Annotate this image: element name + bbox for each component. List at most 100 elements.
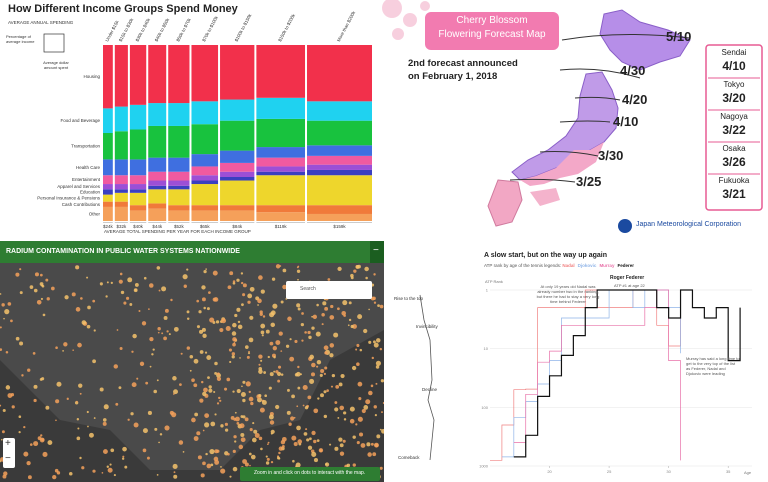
map-dot <box>55 346 58 350</box>
map-dot <box>358 397 362 401</box>
collapse-button[interactable]: − <box>373 245 379 256</box>
map-dot <box>146 456 150 460</box>
map-dot <box>269 341 274 346</box>
map-dot <box>311 362 316 368</box>
segment <box>256 118 306 148</box>
map-dot <box>124 465 128 469</box>
map-dot <box>357 314 363 320</box>
map-dot <box>86 276 89 279</box>
map-dot <box>79 392 82 395</box>
map-dot <box>64 295 69 300</box>
column-header: $70k to $100k <box>201 14 219 42</box>
map-dot <box>352 324 357 329</box>
map-dot <box>151 353 154 356</box>
map-dot <box>193 383 198 388</box>
map-dot <box>33 441 39 447</box>
map-dot <box>242 459 248 464</box>
segment <box>168 125 190 158</box>
map-dot <box>280 300 284 304</box>
map-dot <box>348 301 352 305</box>
map-dot <box>231 352 236 356</box>
map-dot <box>213 297 219 302</box>
map-dot <box>2 408 6 413</box>
map-dot <box>239 423 245 429</box>
map-dot <box>289 356 295 362</box>
map-dot <box>216 402 220 405</box>
map-dot <box>271 277 276 281</box>
x-tick-label: $44k <box>152 224 163 229</box>
map-dot <box>307 330 311 335</box>
zoom-control[interactable] <box>3 438 15 468</box>
segment-label: Other <box>89 211 101 216</box>
map-dot <box>356 343 360 348</box>
column-header: $15k to $30k <box>118 17 135 43</box>
map-dot <box>370 442 374 446</box>
map-dot <box>208 385 212 389</box>
map-dot <box>216 372 220 376</box>
segment <box>103 175 113 185</box>
map-dot <box>281 444 285 448</box>
map-dot <box>0 348 3 351</box>
map-dot <box>193 358 199 364</box>
map-dot <box>278 331 283 336</box>
map-dot <box>157 327 161 331</box>
map-dot <box>210 421 216 427</box>
map-dot <box>330 385 334 388</box>
map-dot <box>337 307 340 311</box>
segment <box>103 194 113 202</box>
x-tick-label: $32k <box>116 224 127 229</box>
map-dot <box>252 422 255 425</box>
search-box[interactable] <box>286 281 372 299</box>
map-dot <box>379 428 382 431</box>
segment <box>256 175 306 206</box>
segment <box>103 45 113 109</box>
map-dot <box>293 416 296 419</box>
segment <box>191 101 219 125</box>
segment <box>103 133 113 160</box>
map-dot <box>329 353 334 358</box>
segment <box>256 157 306 167</box>
map-dot <box>209 448 215 455</box>
city-name: Osaka <box>722 144 746 153</box>
map-dot <box>41 284 44 287</box>
map-dot <box>244 417 249 422</box>
map-dot <box>199 329 204 334</box>
map-dot <box>316 303 319 307</box>
map-dot <box>372 452 377 457</box>
map-dot <box>110 281 113 285</box>
map-dot <box>349 418 355 424</box>
map-dot <box>36 299 42 305</box>
map-dot <box>163 336 167 341</box>
segment <box>114 201 128 207</box>
map-dot <box>202 391 207 397</box>
map-dot <box>260 359 263 362</box>
map-dot <box>234 411 237 414</box>
map-dot <box>86 324 91 329</box>
zoom-in[interactable]: + <box>5 438 11 449</box>
zoom-out[interactable]: − <box>5 453 11 464</box>
map-dot <box>373 301 377 304</box>
map-dot <box>269 372 274 377</box>
segment-label: Health Care <box>76 165 101 170</box>
collapse-button-bg <box>370 241 384 263</box>
map-dot <box>260 447 263 451</box>
map-dot <box>273 370 276 373</box>
map-dot <box>357 381 363 387</box>
map-dot <box>324 462 330 467</box>
city-name: Nagoya <box>720 112 748 121</box>
x-tick-label: $52k <box>174 224 185 229</box>
map-dot <box>275 264 281 269</box>
map-dot <box>72 349 74 351</box>
map-dot <box>183 284 187 288</box>
map-dot <box>34 272 39 277</box>
map-dot <box>264 394 268 398</box>
search-placeholder[interactable]: Search <box>300 286 316 292</box>
map-dot <box>319 373 323 377</box>
map-dot <box>0 293 2 295</box>
segment <box>307 101 372 121</box>
map-dot <box>368 340 372 344</box>
segment <box>129 175 147 185</box>
map-dot <box>214 413 217 416</box>
map-dot <box>359 432 364 437</box>
